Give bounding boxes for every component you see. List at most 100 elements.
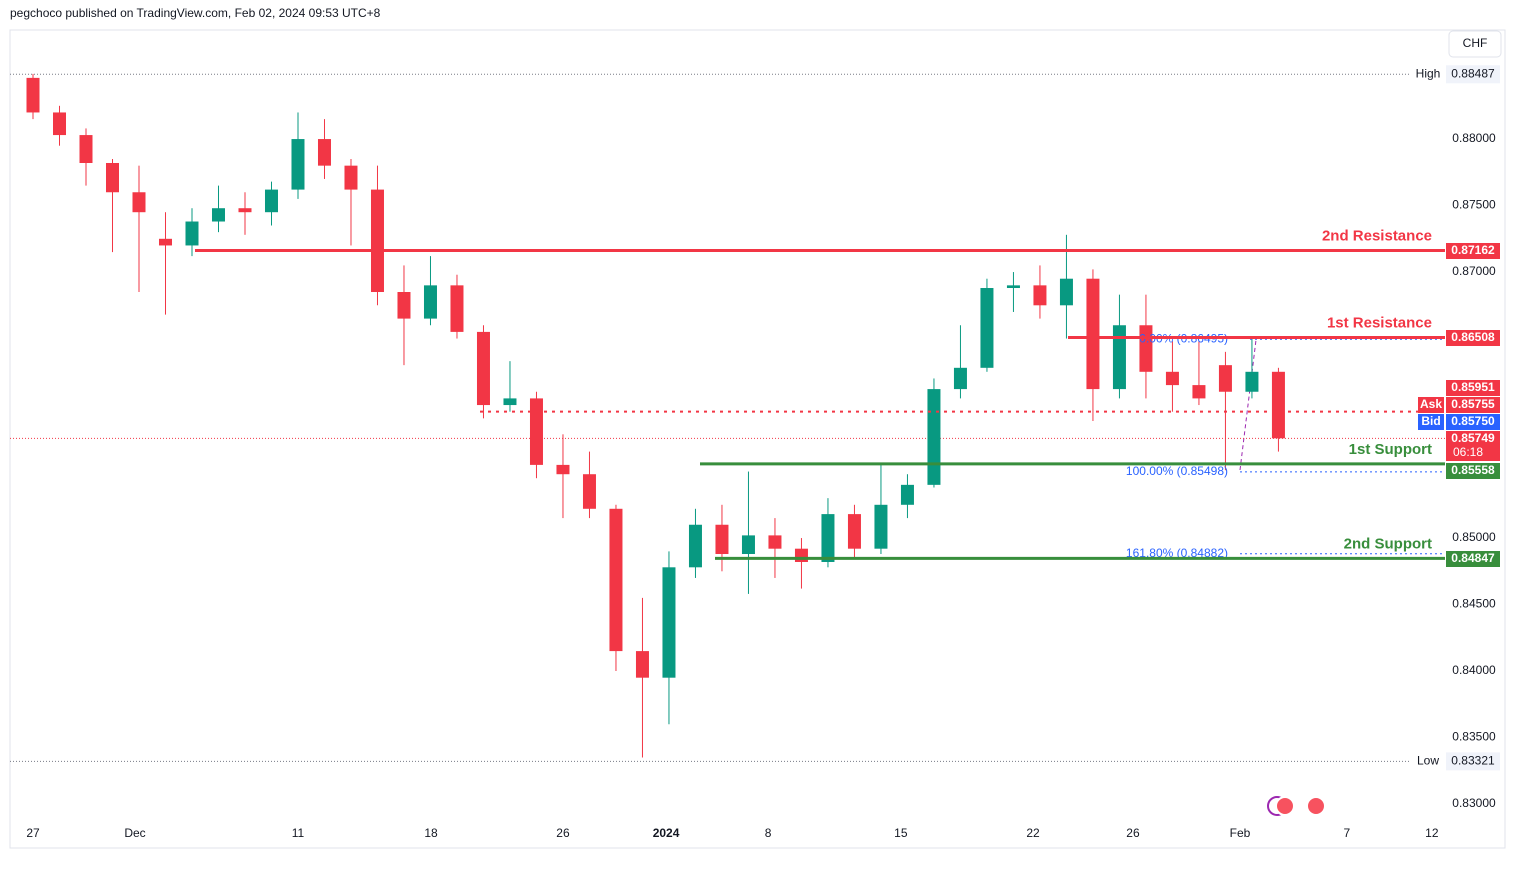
frame	[9, 29, 1506, 849]
candle-body	[927, 389, 941, 485]
fib-label: 161.80% (0.84882)	[1126, 546, 1228, 560]
level-value: 0.87162	[1451, 243, 1495, 257]
y-tick-label: 0.88000	[1452, 131, 1496, 145]
candle-body	[476, 331, 490, 406]
candle-body	[317, 139, 331, 166]
x-tick-label: 12	[1425, 826, 1439, 840]
ask-label-box	[1418, 397, 1444, 413]
level-name: 2nd Support	[1344, 535, 1432, 552]
low-tag	[1446, 752, 1500, 771]
level-tag	[1446, 463, 1500, 479]
high-label-box	[1411, 65, 1444, 84]
candle-body	[1245, 371, 1259, 392]
candle-body	[874, 504, 888, 549]
event-icon[interactable]	[1275, 796, 1295, 816]
event-icon[interactable]	[1306, 796, 1326, 816]
last-tag	[1446, 431, 1500, 461]
candle-body	[609, 508, 623, 652]
candle-body	[264, 189, 278, 213]
last-value: 0.85749	[1451, 431, 1495, 445]
high-label: High	[1416, 66, 1441, 80]
bid-label: Bid	[1421, 414, 1440, 428]
y-tick-label: 0.84500	[1452, 597, 1496, 611]
candle-body	[450, 285, 464, 332]
ask-value: 0.85755	[1451, 397, 1495, 411]
header: pegchoco published on TradingView.com, F…	[10, 6, 381, 20]
candle-body	[397, 292, 411, 319]
pivot-value: 0.85951	[1451, 380, 1495, 394]
x-tick-label: 11	[292, 826, 305, 840]
y-tick-label: 0.87000	[1452, 264, 1496, 278]
candle-body	[1271, 371, 1285, 439]
candle-body	[794, 548, 808, 562]
level-name: 1st Resistance	[1327, 314, 1432, 331]
low-label: Low	[1417, 754, 1439, 768]
level-value: 0.86508	[1451, 330, 1495, 344]
candle-body	[635, 651, 649, 678]
candle-body	[105, 162, 119, 193]
bid-label-box	[1418, 414, 1444, 430]
candle-body	[556, 464, 570, 475]
level-value: 0.84847	[1451, 551, 1495, 565]
candle-body	[158, 238, 172, 246]
fib-label: 100.00% (0.85498)	[1126, 464, 1228, 478]
level-name: 1st Support	[1349, 441, 1432, 458]
level-tag	[1446, 551, 1500, 567]
candle-body	[185, 221, 199, 246]
y-tick-label: 0.83000	[1452, 796, 1496, 810]
x-tick-label: 15	[894, 826, 908, 840]
candle-body	[1112, 325, 1126, 390]
y-tick-label: 0.84000	[1452, 663, 1496, 677]
level-tag	[1446, 243, 1500, 259]
x-tick-label: 18	[424, 826, 438, 840]
candle-body	[211, 208, 225, 222]
candle-body	[52, 112, 66, 136]
candle-body	[79, 135, 93, 163]
candle-body	[768, 535, 782, 549]
x-tick-label: 2024	[653, 826, 680, 840]
currency-box[interactable]	[1448, 30, 1502, 58]
ask-tag	[1446, 397, 1500, 413]
candle-body	[1086, 278, 1100, 390]
candle-body	[662, 567, 676, 678]
high-tag	[1446, 65, 1500, 84]
candle-body	[423, 285, 437, 319]
candle-body	[582, 474, 596, 509]
candle-body	[1218, 365, 1232, 392]
x-tick-label: 27	[26, 826, 40, 840]
candle-body	[688, 524, 702, 568]
level-value: 0.85558	[1451, 463, 1495, 477]
pivot-tag	[1446, 380, 1500, 396]
high-value: 0.88487	[1451, 66, 1495, 80]
x-tick-label: 22	[1026, 826, 1040, 840]
candle-body	[503, 398, 517, 406]
y-tick-label: 0.87500	[1452, 198, 1496, 212]
candle-body	[900, 484, 914, 505]
x-tick-label: 26	[1126, 826, 1140, 840]
fib-trend	[1239, 339, 1257, 471]
ask-label: Ask	[1420, 397, 1442, 411]
low-label-box	[1411, 752, 1444, 771]
candle-body	[132, 192, 146, 213]
bid-value: 0.85750	[1451, 414, 1495, 428]
level-tag	[1446, 330, 1500, 346]
x-tick-label: Dec	[124, 826, 145, 840]
candle-body	[1006, 285, 1020, 289]
x-tick-label: 26	[556, 826, 570, 840]
candle-body	[715, 524, 729, 555]
currency[interactable]: CHF	[1463, 36, 1488, 50]
x-tick-label: 7	[1343, 826, 1350, 840]
y-tick-label: 0.83500	[1452, 730, 1496, 744]
candle-body	[370, 189, 384, 293]
x-tick-label: 8	[765, 826, 772, 840]
candle-body	[529, 398, 543, 465]
bid-tag	[1446, 414, 1500, 430]
candle-body	[238, 208, 252, 213]
candle-body	[1165, 371, 1179, 386]
candle-body	[953, 367, 967, 390]
candle-body	[344, 165, 358, 190]
y-tick-label: 0.85000	[1452, 530, 1496, 544]
candle-body	[980, 288, 994, 368]
candle-body	[26, 77, 40, 113]
